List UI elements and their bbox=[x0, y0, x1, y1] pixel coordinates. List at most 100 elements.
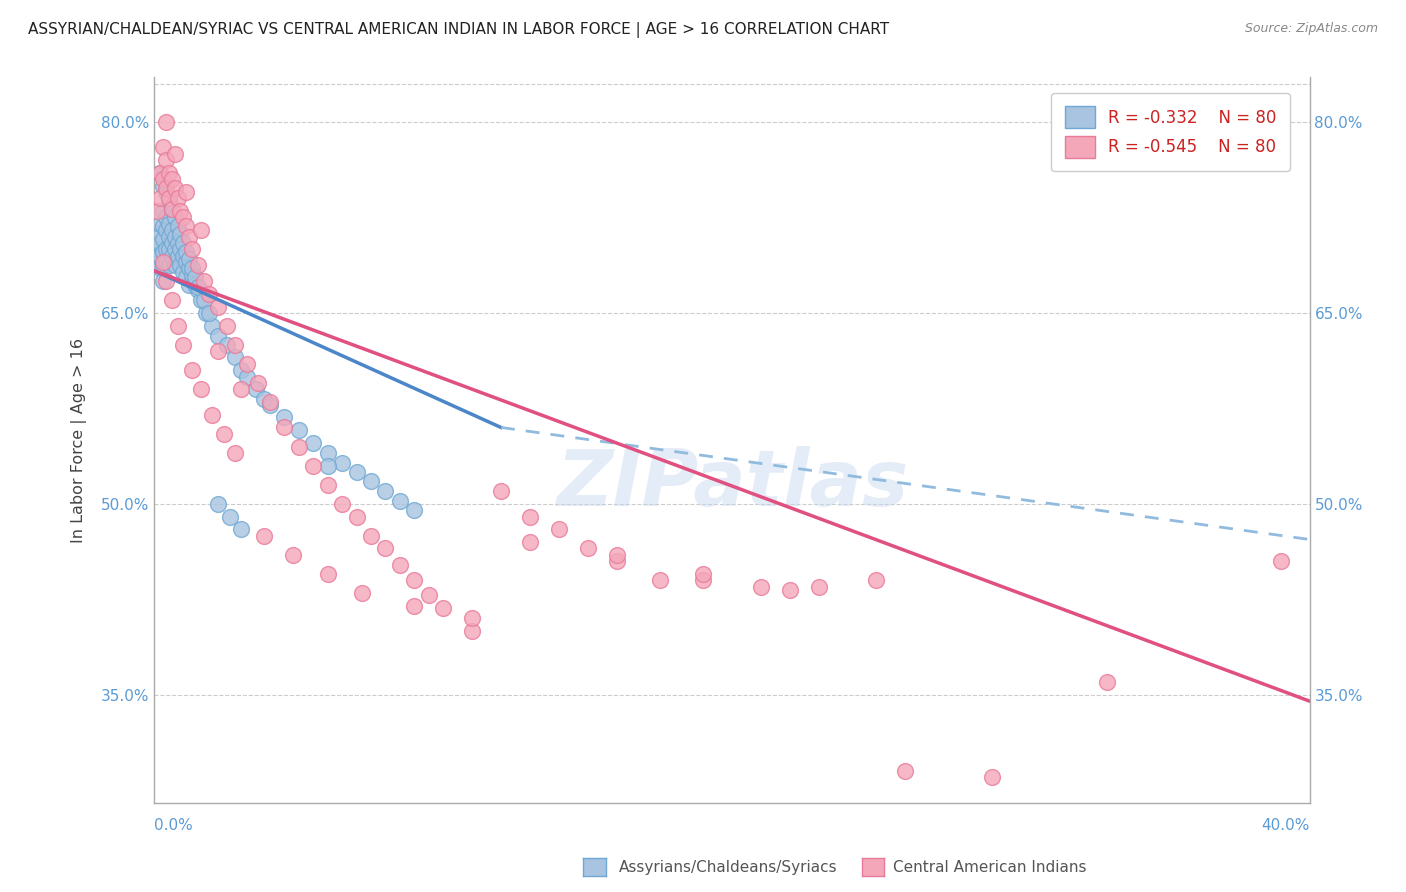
Point bbox=[330, 456, 353, 470]
Point bbox=[166, 191, 188, 205]
Point bbox=[163, 229, 186, 244]
Point bbox=[169, 227, 191, 241]
Point bbox=[207, 328, 229, 343]
Point bbox=[166, 249, 188, 263]
Point bbox=[388, 558, 411, 572]
Point bbox=[1270, 554, 1292, 568]
Point bbox=[163, 258, 186, 272]
Point bbox=[152, 219, 174, 234]
Point bbox=[218, 509, 240, 524]
Point bbox=[146, 229, 169, 244]
Point bbox=[807, 580, 830, 594]
Point bbox=[374, 484, 396, 499]
Point bbox=[155, 274, 177, 288]
Point bbox=[163, 242, 186, 256]
Point bbox=[229, 363, 252, 377]
Point bbox=[152, 255, 174, 269]
Point bbox=[166, 219, 188, 234]
Text: Assyrians/Chaldeans/Syriacs: Assyrians/Chaldeans/Syriacs bbox=[619, 860, 837, 874]
Point bbox=[519, 535, 541, 549]
Point bbox=[316, 458, 339, 473]
Point bbox=[229, 522, 252, 536]
Point bbox=[149, 166, 172, 180]
Text: ASSYRIAN/CHALDEAN/SYRIAC VS CENTRAL AMERICAN INDIAN IN LABOR FORCE | AGE > 16 CO: ASSYRIAN/CHALDEAN/SYRIAC VS CENTRAL AMER… bbox=[28, 22, 889, 38]
Point bbox=[1097, 675, 1119, 690]
Point bbox=[190, 382, 212, 396]
Point bbox=[152, 274, 174, 288]
Point bbox=[207, 497, 229, 511]
Point bbox=[169, 204, 191, 219]
Point bbox=[404, 573, 426, 587]
Point bbox=[346, 465, 368, 479]
Point bbox=[749, 580, 772, 594]
Point bbox=[155, 153, 177, 168]
Y-axis label: In Labor Force | Age > 16: In Labor Force | Age > 16 bbox=[72, 338, 87, 542]
Point bbox=[253, 392, 276, 407]
Point bbox=[692, 566, 714, 581]
Point bbox=[273, 410, 295, 425]
Point bbox=[187, 280, 209, 294]
Point bbox=[215, 318, 238, 333]
Point bbox=[155, 211, 177, 225]
Point bbox=[174, 185, 197, 199]
Point bbox=[779, 583, 801, 598]
Point bbox=[155, 181, 177, 195]
Point bbox=[432, 601, 454, 615]
Text: ZIPatlas: ZIPatlas bbox=[555, 446, 908, 522]
Point bbox=[201, 318, 224, 333]
Point bbox=[157, 191, 180, 205]
Point bbox=[236, 369, 259, 384]
Point bbox=[190, 223, 212, 237]
Point bbox=[157, 258, 180, 272]
Text: 40.0%: 40.0% bbox=[1261, 818, 1309, 833]
Point bbox=[160, 235, 183, 250]
Point bbox=[489, 484, 512, 499]
Point bbox=[149, 217, 172, 231]
Point bbox=[157, 194, 180, 208]
Point bbox=[198, 286, 221, 301]
Point bbox=[253, 529, 276, 543]
Point bbox=[198, 306, 221, 320]
Point bbox=[195, 306, 218, 320]
Point bbox=[149, 249, 172, 263]
Text: 0.0%: 0.0% bbox=[155, 818, 193, 833]
Point bbox=[224, 446, 246, 460]
Point bbox=[163, 146, 186, 161]
Point bbox=[302, 458, 325, 473]
Point bbox=[169, 242, 191, 256]
Point bbox=[605, 548, 627, 562]
Point bbox=[207, 344, 229, 359]
Point bbox=[179, 261, 201, 276]
Point bbox=[157, 229, 180, 244]
Point bbox=[160, 293, 183, 308]
Point bbox=[346, 509, 368, 524]
Point bbox=[865, 573, 887, 587]
Point bbox=[160, 223, 183, 237]
Point bbox=[193, 274, 215, 288]
Point bbox=[157, 242, 180, 256]
Point bbox=[155, 255, 177, 269]
Point bbox=[152, 178, 174, 193]
Point bbox=[152, 172, 174, 186]
Point bbox=[172, 211, 194, 225]
Point bbox=[155, 242, 177, 256]
Point bbox=[648, 573, 671, 587]
Point bbox=[157, 166, 180, 180]
Point bbox=[461, 624, 484, 639]
Point bbox=[149, 261, 172, 276]
Point bbox=[316, 566, 339, 581]
Point bbox=[404, 503, 426, 517]
Point bbox=[980, 771, 1002, 785]
Point bbox=[184, 277, 207, 292]
Point bbox=[172, 265, 194, 279]
Point bbox=[692, 573, 714, 587]
Text: Central American Indians: Central American Indians bbox=[893, 860, 1087, 874]
Point bbox=[179, 252, 201, 267]
Point bbox=[894, 764, 917, 778]
Point bbox=[181, 363, 204, 377]
Point bbox=[160, 172, 183, 186]
Point bbox=[187, 283, 209, 297]
Point bbox=[281, 548, 304, 562]
Point bbox=[174, 255, 197, 269]
Point bbox=[157, 217, 180, 231]
